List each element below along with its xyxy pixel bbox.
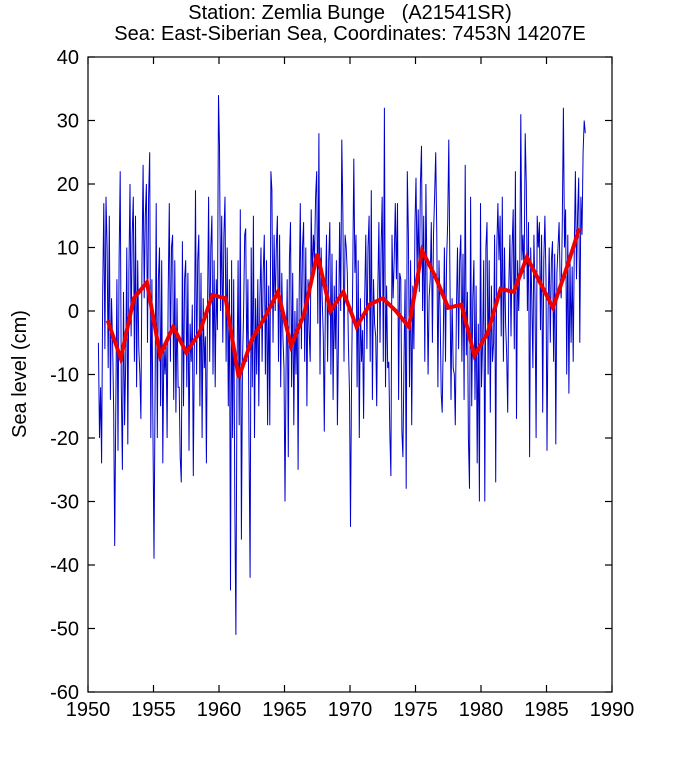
- x-tick-label: 1975: [393, 699, 438, 721]
- y-tick-label: 20: [57, 174, 79, 196]
- y-tick-label: -40: [50, 555, 79, 577]
- y-tick-label: -60: [50, 682, 79, 704]
- x-tick-label: 1960: [197, 699, 242, 721]
- annual-mean-sea-level-line: [105, 227, 582, 379]
- x-tick-label: 1965: [262, 699, 307, 721]
- monthly-mean-sea-level-line: [97, 95, 586, 635]
- chart-title: Station: Zemlia Bunge (A21541SR): [188, 2, 512, 24]
- y-tick-label: -10: [50, 365, 79, 387]
- y-tick-label: 40: [57, 47, 79, 69]
- x-tick-label: 1980: [459, 699, 504, 721]
- x-tick-label: 1970: [328, 699, 373, 721]
- x-tick-label: 1955: [131, 699, 176, 721]
- x-tick-label: 1950: [66, 699, 111, 721]
- chart-subtitle: Sea: East-Siberian Sea, Coordinates: 745…: [114, 23, 586, 45]
- x-tick-label: 1985: [524, 699, 569, 721]
- y-tick-label: -20: [50, 428, 79, 450]
- y-tick-label: 0: [68, 301, 79, 323]
- y-tick-label: -50: [50, 619, 79, 641]
- x-tick-label: 1990: [590, 699, 635, 721]
- y-tick-label: 10: [57, 238, 79, 260]
- y-tick-label: -30: [50, 492, 79, 514]
- y-tick-label: 30: [57, 111, 79, 133]
- y-axis-label: Sea level (cm): [9, 310, 31, 438]
